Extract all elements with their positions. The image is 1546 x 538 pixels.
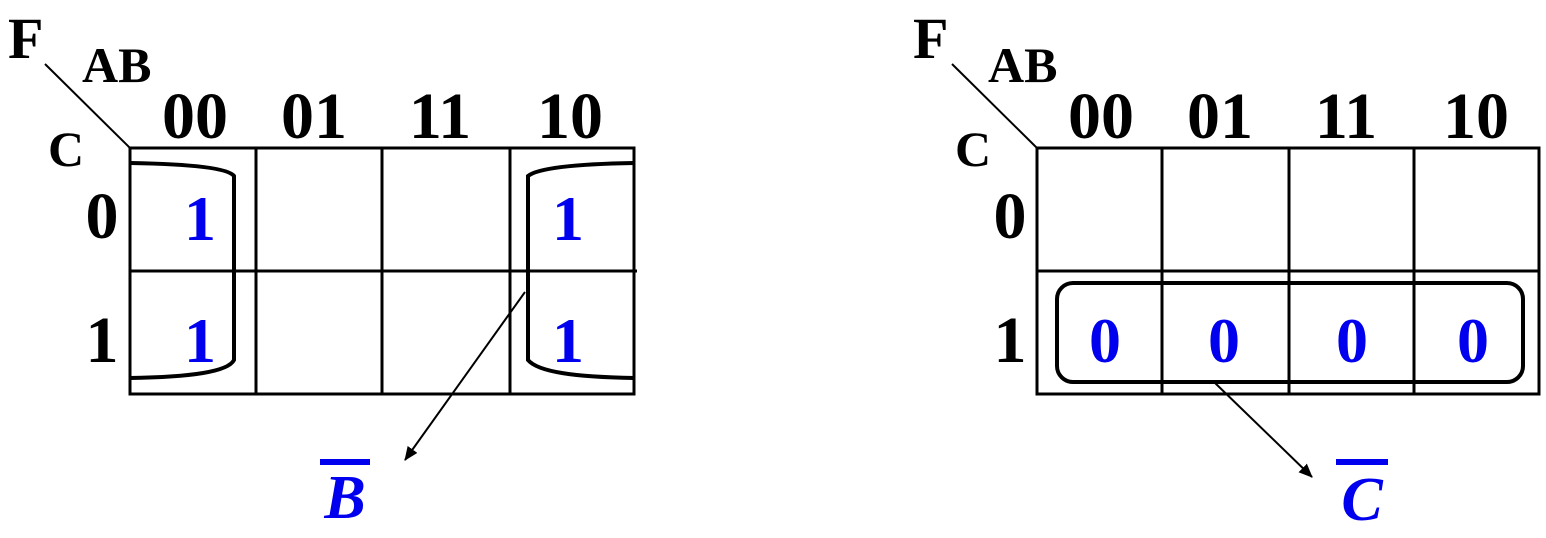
corner-diagonal [951, 63, 1038, 149]
cell-value: 1 [184, 305, 216, 376]
group-loop-left [129, 161, 236, 380]
result-arrow [404, 291, 526, 461]
cell-value: 0 [1089, 305, 1121, 376]
row-variable-label: C [48, 121, 84, 177]
corner-diagonal [44, 63, 131, 149]
map-grid [128, 146, 637, 396]
cell-value: 1 [184, 183, 216, 254]
kmap-left: F AB C 00 01 11 10 0 1 1 1 1 1 B [8, 6, 637, 532]
result-term: C [1341, 466, 1383, 534]
column-header: 11 [409, 80, 471, 153]
cell-value: 0 [1208, 305, 1240, 376]
cell-value: 1 [552, 305, 584, 376]
column-header: 01 [281, 80, 347, 153]
function-label: F [8, 6, 43, 71]
row-header: 0 [994, 180, 1027, 253]
function-label: F [913, 6, 948, 71]
group-loop [1055, 281, 1525, 384]
row-variable-label: C [955, 121, 991, 177]
row-header: 0 [86, 180, 119, 253]
group-loop-right [526, 161, 635, 380]
map-grid [1035, 146, 1541, 396]
column-header: 10 [1443, 80, 1509, 153]
cell-value: 1 [552, 183, 584, 254]
result-term: B [323, 464, 365, 532]
cell-value: 0 [1336, 305, 1368, 376]
kmap-right: F AB C 00 01 11 10 0 1 0 0 0 0 C [913, 6, 1541, 534]
column-header: 00 [162, 80, 228, 153]
row-header: 1 [86, 304, 119, 377]
row-header: 1 [994, 304, 1027, 377]
column-header: 00 [1068, 80, 1134, 153]
column-header: 01 [1187, 80, 1253, 153]
result-arrow [1213, 381, 1313, 478]
column-variable-label: AB [82, 37, 151, 93]
cell-value: 0 [1457, 305, 1489, 376]
column-header: 10 [537, 80, 603, 153]
column-header: 11 [1315, 80, 1377, 153]
column-variable-label: AB [988, 37, 1057, 93]
